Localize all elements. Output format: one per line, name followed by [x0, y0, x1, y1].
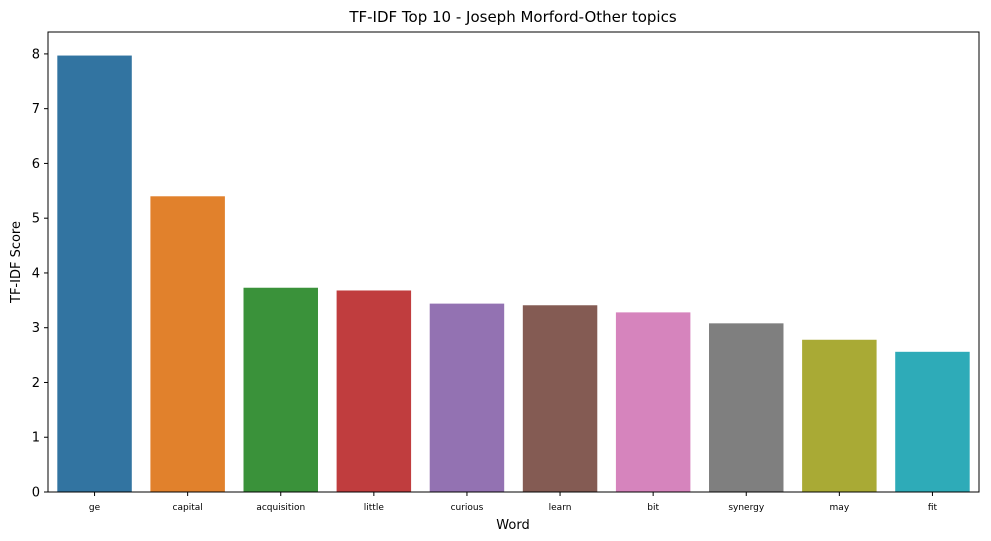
bar-learn	[522, 305, 598, 492]
y-tick-label: 4	[32, 266, 40, 281]
x-tick-label: ge	[89, 503, 101, 513]
y-tick-label: 0	[32, 486, 40, 501]
bars-group	[57, 55, 970, 493]
bar-curious	[429, 303, 505, 492]
y-tick-label: 2	[32, 376, 40, 391]
x-tick-label: fit	[928, 503, 938, 513]
x-tick-label: acquisition	[256, 503, 305, 513]
bar-acquisition	[243, 287, 318, 492]
x-axis: ge capital acquisition little curious learn bi…	[89, 492, 938, 513]
chart-title: TF-IDF Top 10 - Joseph Morford-Other top…	[348, 8, 676, 26]
y-tick-label: 5	[32, 212, 40, 227]
y-axis: 0 1 2 3 4 5 6 7 8	[32, 47, 48, 501]
y-tick-label: 1	[32, 431, 40, 446]
y-tick-label: 8	[32, 47, 40, 62]
x-tick-label: may	[830, 503, 850, 513]
bar-ge	[57, 55, 132, 493]
x-tick-label: capital	[173, 503, 203, 513]
bar-fit	[895, 351, 970, 492]
bar-capital	[150, 196, 225, 493]
x-tick-label: curious	[451, 503, 484, 513]
bar-bit	[615, 312, 691, 492]
bar-little	[336, 290, 412, 492]
y-tick-label: 7	[32, 102, 40, 117]
x-tick-label: learn	[549, 503, 572, 513]
x-tick-label: little	[364, 503, 385, 513]
x-tick-label: bit	[647, 503, 659, 513]
x-axis-label: Word	[496, 518, 529, 533]
y-tick-label: 6	[32, 157, 40, 172]
plot-frame	[47, 31, 980, 493]
bar-synergy	[709, 323, 784, 492]
y-axis-label: TF-IDF Score	[9, 221, 24, 304]
x-tick-label: synergy	[728, 503, 765, 513]
bar-may	[802, 339, 877, 492]
y-tick-label: 3	[32, 321, 40, 336]
